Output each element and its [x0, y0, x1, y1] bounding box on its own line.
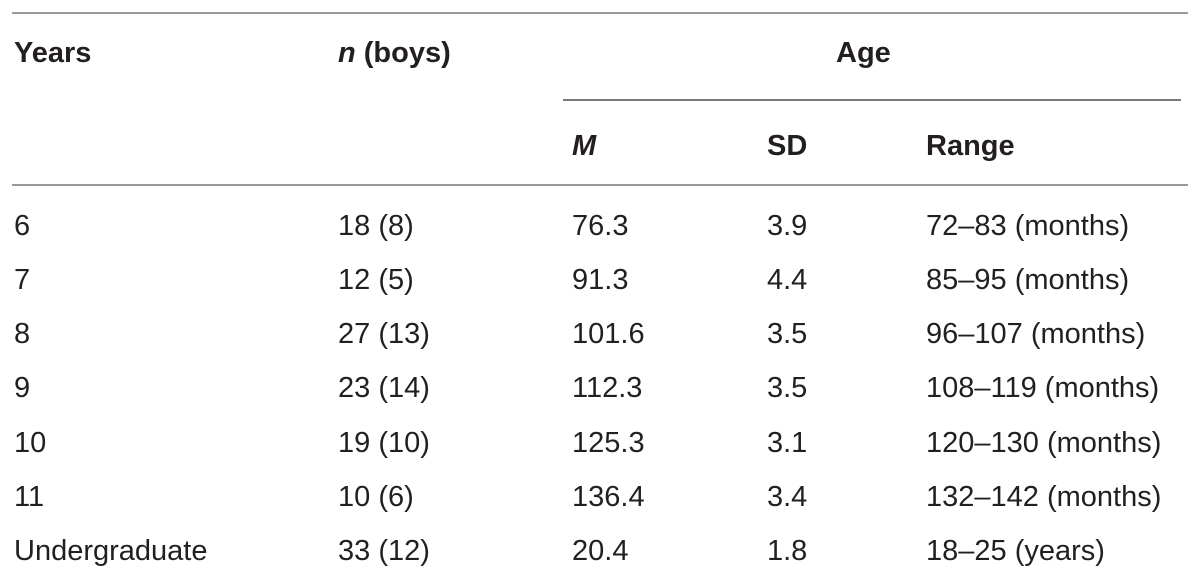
cell-sd: 3.4: [767, 481, 808, 513]
cell-sd: 4.4: [767, 264, 808, 296]
cell-years: 11: [14, 481, 45, 513]
cell-years: 10: [14, 427, 47, 459]
cell-n: 27 (13): [338, 318, 430, 350]
header-n-boys: n (boys): [338, 36, 451, 70]
cell-n: 23 (14): [338, 372, 430, 404]
cell-range: 96–107 (months): [926, 318, 1146, 350]
cell-sd: 3.5: [767, 372, 808, 404]
cell-range: 108–119 (months): [926, 372, 1160, 404]
header-n-italic: n: [338, 37, 356, 69]
cell-range: 132–142 (months): [926, 481, 1162, 513]
cell-n: 33 (12): [338, 535, 430, 567]
cell-mean: 125.3: [572, 427, 645, 459]
header-age-group: Age: [836, 37, 891, 69]
cell-years: 9: [14, 372, 31, 404]
cell-mean: 76.3: [572, 210, 629, 242]
cell-years: Undergraduate: [14, 535, 208, 567]
cell-years: 8: [14, 318, 31, 350]
header-bottom-rule: [12, 184, 1188, 186]
cell-mean: 91.3: [572, 264, 629, 296]
cell-sd: 1.8: [767, 535, 808, 567]
header-n-rest: (boys): [355, 37, 451, 69]
cell-years: 6: [14, 210, 31, 242]
cell-n: 19 (10): [338, 427, 430, 459]
header-range: Range: [926, 130, 1015, 162]
table-top-rule: [12, 12, 1188, 14]
cell-mean: 136.4: [572, 481, 645, 513]
cell-years: 7: [14, 264, 31, 296]
cell-n: 18 (8): [338, 210, 414, 242]
cell-n: 10 (6): [338, 481, 414, 513]
cell-range: 85–95 (months): [926, 264, 1130, 296]
cell-range: 72–83 (months): [926, 210, 1130, 242]
cell-sd: 3.9: [767, 210, 808, 242]
cell-n: 12 (5): [338, 264, 414, 296]
cell-mean: 112.3: [572, 372, 643, 404]
cell-sd: 3.5: [767, 318, 808, 350]
header-mean: M: [572, 130, 597, 162]
cell-range: 120–130 (months): [926, 427, 1162, 459]
age-group-rule: [563, 99, 1181, 101]
cell-range: 18–25 (years): [926, 535, 1105, 567]
cell-mean: 101.6: [572, 318, 645, 350]
header-sd: SD: [767, 130, 808, 162]
cell-sd: 3.1: [767, 427, 808, 459]
cell-mean: 20.4: [572, 535, 629, 567]
header-years: Years: [14, 37, 92, 69]
